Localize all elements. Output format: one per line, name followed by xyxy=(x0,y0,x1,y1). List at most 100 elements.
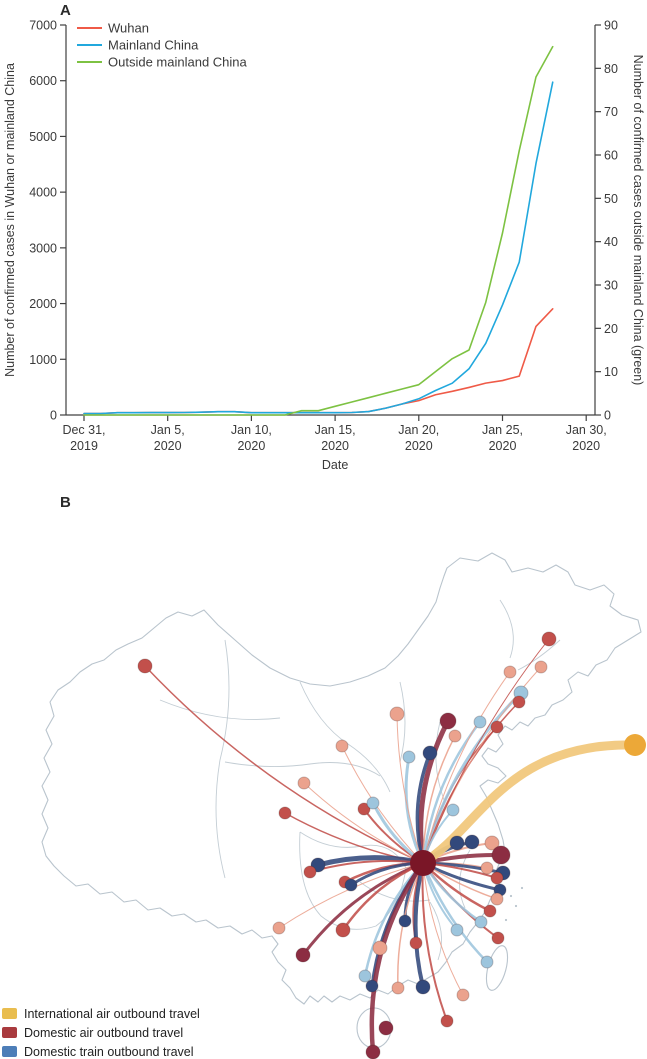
y-left-tick-label: 4000 xyxy=(29,186,57,200)
flow-line-domestic-air xyxy=(284,812,424,864)
map-legend-label: International air outbound travel xyxy=(24,1006,200,1021)
province-border xyxy=(499,599,514,659)
destination-city-dot xyxy=(490,892,504,906)
international-air-swatch xyxy=(2,1008,17,1019)
destination-city-dot xyxy=(456,988,470,1002)
domestic-train-swatch xyxy=(2,1046,17,1057)
y-right-tick-label: 90 xyxy=(604,19,618,33)
flow-line-domestic-train-minor xyxy=(421,691,523,865)
y-right-tick-label: 20 xyxy=(604,322,618,336)
destination-city-dot xyxy=(448,729,462,743)
destination-city-dot xyxy=(137,658,153,674)
destination-city-dot xyxy=(490,720,504,734)
flow-line-domestic-air xyxy=(144,665,424,864)
legend-label: Mainland China xyxy=(108,38,199,53)
small-island xyxy=(504,918,508,922)
series-line-outside-mainland-china xyxy=(83,45,554,416)
province-border xyxy=(435,721,445,801)
x-tick-label: 2020 xyxy=(572,439,600,453)
y-left-tick-label: 6000 xyxy=(29,74,57,88)
x-tick-label: 2020 xyxy=(321,439,349,453)
flow-line-domestic-air xyxy=(421,862,448,1022)
destination-city-dot xyxy=(422,745,438,761)
destination-city-dot xyxy=(450,923,464,937)
destination-city-dot xyxy=(378,1020,394,1036)
destination-city-dot xyxy=(389,706,405,722)
destination-city-dot xyxy=(512,695,526,709)
y-right-tick-label: 40 xyxy=(604,235,618,249)
destination-city-dot xyxy=(398,914,412,928)
province-border xyxy=(517,639,561,671)
destination-city-dot xyxy=(365,979,379,993)
destination-city-dot xyxy=(491,931,505,945)
destination-city-dot xyxy=(503,665,517,679)
y-left-tick-label: 2000 xyxy=(29,297,57,311)
province-border xyxy=(429,901,443,961)
y-right-tick-label: 50 xyxy=(604,192,618,206)
destination-city-dot xyxy=(483,904,497,918)
destination-city-dot xyxy=(464,834,480,850)
province-border xyxy=(299,681,391,793)
destination-city-dot xyxy=(344,878,358,892)
map-legend: International air outbound travel Domest… xyxy=(2,1004,200,1059)
y-left-tick-label: 0 xyxy=(50,409,57,423)
series-line-wuhan xyxy=(83,308,554,415)
wuhan-hub-dot xyxy=(410,850,436,876)
destination-city-dot xyxy=(303,865,317,879)
map-legend-label: Domestic train outbound travel xyxy=(24,1044,194,1059)
panel-b-label: B xyxy=(60,494,71,511)
flow-line-international-air xyxy=(418,740,640,868)
destination-city-dot xyxy=(449,835,465,851)
destination-city-dot xyxy=(440,1014,454,1028)
flow-line-domestic-air-minor xyxy=(422,671,511,864)
china-outline xyxy=(41,552,642,1005)
destination-city-dot xyxy=(491,845,511,865)
destination-city-dot xyxy=(409,936,423,950)
legend-label: Wuhan xyxy=(108,21,149,36)
province-border xyxy=(299,831,407,930)
x-tick-label: Jan 30, xyxy=(566,423,607,437)
destination-city-dot xyxy=(372,940,388,956)
destination-city-dot xyxy=(534,660,548,674)
flow-line-domestic-air-minor xyxy=(303,782,424,864)
destination-city-dot xyxy=(474,915,488,929)
y-right-tick-label: 60 xyxy=(604,149,618,163)
flow-line-domestic-air-major xyxy=(418,718,451,866)
y-right-tick-label: 0 xyxy=(604,409,611,423)
province-border xyxy=(215,639,230,879)
y-left-tick-label: 5000 xyxy=(29,130,57,144)
map-legend-item-domestic-train: Domestic train outbound travel xyxy=(2,1042,200,1059)
map-legend-item-domestic-air: Domestic air outbound travel xyxy=(2,1023,200,1042)
epidemic-curve-chart: 0 1000 2000 3000 4000 5000 6000 7000 0 10 20 30 40 50… xyxy=(3,19,645,473)
x-tick-label: Jan 20, xyxy=(398,423,439,437)
destination-city-dot xyxy=(541,631,557,647)
destination-city-dot xyxy=(484,835,500,851)
x-axis-title: Date xyxy=(322,458,348,472)
flow-line-domestic-air-minor xyxy=(422,735,456,864)
destination-city-dot xyxy=(297,776,311,790)
destination-city-dot xyxy=(278,806,292,820)
series-line-mainland-china xyxy=(83,81,554,415)
y-right-tick-label: 80 xyxy=(604,62,618,76)
x-tick-label: 2019 xyxy=(70,439,98,453)
x-tick-label: Jan 5, xyxy=(151,423,185,437)
small-island xyxy=(514,904,518,908)
y-left-axis-title: Number of confirmed cases in Wuhan or ma… xyxy=(3,63,17,377)
flow-line-domestic-air-minor xyxy=(396,713,424,864)
destination-city-dot xyxy=(295,947,311,963)
x-tick-label: Jan 10, xyxy=(231,423,272,437)
map-legend-item-international-air: International air outbound travel xyxy=(2,1004,200,1023)
destination-city-dot xyxy=(335,739,349,753)
y-left-tick-label: 7000 xyxy=(29,19,57,33)
y-right-tick-label: 10 xyxy=(604,365,618,379)
x-tick-label: 2020 xyxy=(154,439,182,453)
destination-city-dot xyxy=(480,861,494,875)
small-island xyxy=(509,894,513,898)
destination-city-dot xyxy=(446,803,460,817)
x-tick-label: 2020 xyxy=(405,439,433,453)
panel-a-label: A xyxy=(60,2,71,19)
destination-city-dot xyxy=(272,921,286,935)
y-left-tick-label: 1000 xyxy=(29,353,57,367)
international-destination-dot xyxy=(624,734,646,756)
destination-city-dot xyxy=(357,802,371,816)
